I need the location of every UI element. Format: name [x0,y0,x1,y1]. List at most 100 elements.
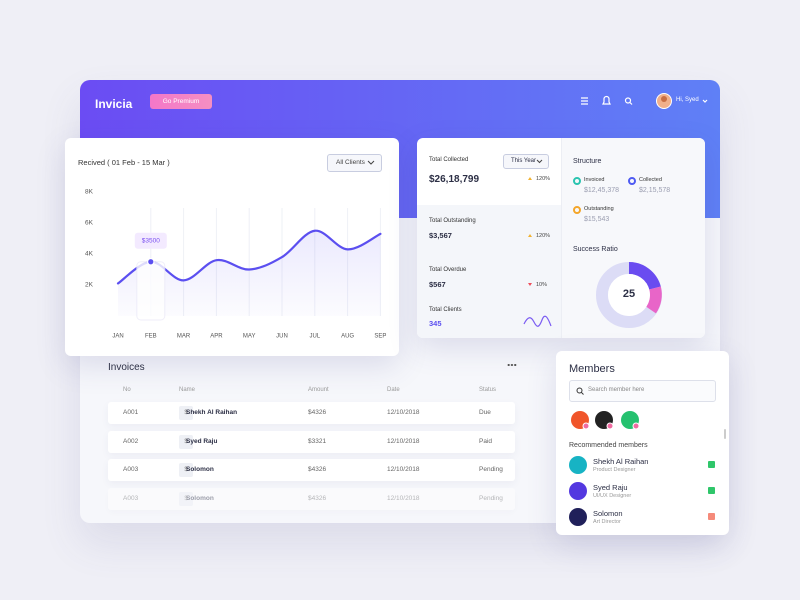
stat-label: Total Outstanding [429,218,476,224]
invoice-cell: A002 [123,437,139,445]
member-checkbox[interactable] [708,513,715,520]
column-header: No [123,387,131,393]
search-icon [576,387,584,395]
user-menu-arrow[interactable] [702,99,708,103]
invoices: Invoices No Name Amount Date Status A001 $ Shek… [95,355,525,515]
member-role: Product Designer [593,467,636,473]
donut [596,262,662,328]
member-role: UI/UX Designer [593,493,632,499]
stats-card: Total Collected $26,18,799 120% Total Outst… [417,138,705,338]
logo: Invicia [95,97,133,111]
trend-down-icon [528,283,532,286]
column-header: Date [387,387,400,393]
dropdown-arrow [536,159,543,164]
invoice-cell: Paid [479,437,493,445]
people: Shekh Al Raihan Product Designer Syed Raju… [556,351,729,535]
member-name: Syed Raju [593,483,628,492]
column-header: Amount [308,387,329,393]
member-checkbox[interactable] [708,461,715,468]
x-tick-label: JAN [112,334,123,340]
x-tick-label: MAR [177,334,191,340]
bell-icon[interactable] [602,95,611,105]
invoice-cell: A003 [123,494,139,502]
invoice-row: A003 $ Solomon $4326 12/10/2018 Pending [108,459,515,481]
stat-label: Total Clients [429,307,462,313]
invoices-title: Invoices [108,362,145,373]
legend-marker [573,177,581,185]
client-filter[interactable]: All Clients [327,154,382,172]
stat-change: 10% [536,282,548,288]
trend-up-icon [528,234,532,237]
invoice-name: Solomon [186,466,214,473]
highlight-point [147,257,155,266]
search-box[interactable]: Search member here [569,380,716,402]
stat-value: $3,567 [429,231,452,240]
chart-card: Recived ( 01 Feb - 15 Mar ) All Clients … [65,138,399,356]
member-avatar [569,456,587,474]
user-greeting[interactable]: Hi, Syed [676,97,699,103]
sparkline [523,315,552,327]
y-tick-label: 6K [85,220,94,227]
invoice-cell: A001 [123,409,139,416]
legend-value: $15,543 [584,216,610,223]
success-ratio-value: 25 [622,288,636,300]
x-tick-label: MAY [243,334,256,340]
legend-marker [628,177,636,185]
y-tick-label: 8K [85,189,94,196]
invoice-cell: A003 [123,466,139,473]
line-chart: 2K 4K 6K 8K JAN FEB MAR APR MAY JUN JUL AUG SEP $3500 [85,189,386,340]
invoice-cell: 12/10/2018 [387,437,420,445]
stat-label: Total Collected [429,157,469,163]
legend-label: Outstanding [584,206,614,212]
dropdown-arrow [367,160,375,165]
premium-button[interactable]: Go Premium [150,94,212,109]
members-title: Members [569,363,615,375]
legend-label: Collected [639,177,662,183]
member-name: Solomon [593,509,623,518]
invoice-row: A003 $ Solomon $4326 12/10/2018 Pending [108,487,515,510]
x-tick-label: FEB [145,334,157,340]
legend-marker [573,206,581,214]
x-tick-label: JUN [276,334,288,340]
invoice-cell: 12/10/2018 [387,494,420,502]
invoice-cell: $4326 [308,409,327,416]
member-role: Art Director [593,519,621,525]
chart-title: Recived ( 01 Feb - 15 Mar ) [78,158,170,167]
member-checkbox[interactable] [708,487,715,494]
stat-change: 120% [536,233,551,239]
period-label: This Year [511,158,537,164]
stats-column [417,205,561,338]
member-avatar [569,508,587,526]
search-placeholder: Search member here [588,387,645,393]
line-area [118,230,381,316]
x-tick-label: JUL [309,334,320,340]
stat-change: 120% [536,176,551,182]
column-header: Status [479,387,497,393]
structure-title: Structure [573,158,602,165]
invoice-cell: $4326 [308,466,327,473]
highlight-column [136,261,166,321]
tooltip [134,232,167,249]
header-icons [581,93,708,109]
scrollbar [724,429,726,439]
invoice-row: A001 $ Shekh Al Raihan $4326 12/10/2018 Due [108,402,515,424]
x-tick-label: AUG [341,334,354,340]
members-card: Members Search member here Recommended m… [556,351,729,535]
more-button[interactable] [507,363,517,367]
invoice-cell: Pending [479,466,503,473]
member-avatar [569,482,587,500]
legend-value: $2,15,578 [639,187,671,194]
search-icon[interactable] [624,97,632,104]
x-tick-label: APR [210,334,223,340]
period-filter[interactable]: This Year [503,154,549,169]
stats: Total Collected $26,18,799 120% Total Outst… [417,138,705,338]
client-filter-label: All Clients [336,159,365,166]
member-name: Shekh Al Raihan [593,457,649,466]
y-tick-label: 2K [85,282,94,289]
trend-up-icon [528,177,532,180]
x-tick-label: SEP [374,334,386,340]
invoice-cell: 12/10/2018 [387,409,420,416]
success-ratio-title: Success Ratio [573,246,618,253]
dollar-icon: $ [179,406,193,420]
